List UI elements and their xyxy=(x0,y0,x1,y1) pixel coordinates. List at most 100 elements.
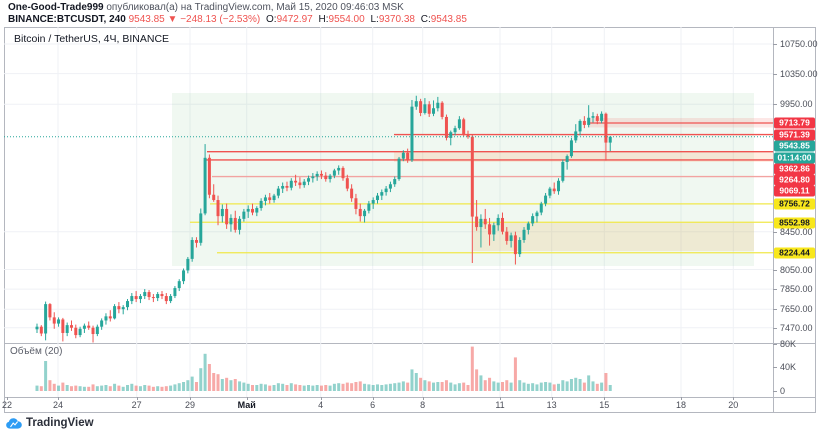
volume-bar xyxy=(539,382,543,391)
candle-up xyxy=(423,104,427,113)
time-axis-divider xyxy=(4,397,816,398)
candle-up xyxy=(509,235,513,241)
candle-up xyxy=(35,326,39,330)
volume-bar xyxy=(509,382,513,391)
candle-up xyxy=(432,108,436,114)
volume-bar xyxy=(384,384,388,391)
candle-down xyxy=(39,326,43,334)
candle-up xyxy=(492,225,496,235)
volume-bar xyxy=(220,379,224,391)
volume-bar xyxy=(315,385,319,391)
time-axis-tick xyxy=(681,397,682,400)
author-name[interactable]: One-Good-Trade999 xyxy=(8,2,104,13)
volume-bar xyxy=(156,386,160,391)
volume-bar xyxy=(332,383,336,391)
time-axis-label: 24 xyxy=(52,400,64,410)
symbol-interval[interactable]: BINANCE:BTCUSDT, 240 xyxy=(8,14,126,25)
price-chart-canvas[interactable] xyxy=(4,27,773,397)
volume-bar xyxy=(328,385,332,391)
candle-down xyxy=(294,180,298,183)
candle-down xyxy=(354,198,358,209)
logo-text: TradingView xyxy=(26,417,94,429)
volume-bar xyxy=(298,385,302,391)
volume-bar xyxy=(207,364,211,391)
price-axis-tick xyxy=(773,44,777,45)
time-axis-label: 13 xyxy=(546,400,557,410)
candle-up xyxy=(591,116,595,118)
candle-down xyxy=(164,296,168,302)
volume-bar xyxy=(380,385,384,391)
price-axis-label: 8050.00 xyxy=(780,264,813,275)
volume-bar xyxy=(255,385,259,391)
candle-up xyxy=(449,132,453,138)
candle-up xyxy=(57,319,61,324)
candle-up xyxy=(276,188,280,196)
volume-bar xyxy=(488,377,492,391)
candle-up xyxy=(436,102,440,109)
candle-up xyxy=(548,188,552,196)
candle-up xyxy=(587,117,591,125)
price-axis-label: 10350.00 xyxy=(780,68,818,79)
publish-info: опубликовал(а) на TradingView.com, Май 1… xyxy=(103,2,404,13)
time-axis-tick xyxy=(136,397,138,400)
candle-down xyxy=(117,306,121,310)
volume-bar xyxy=(203,353,207,391)
candle-up xyxy=(263,197,267,201)
candle-down xyxy=(604,113,608,143)
volume-bar xyxy=(526,383,530,391)
price-axis-tick xyxy=(773,73,777,75)
volume-bar xyxy=(113,383,117,391)
candle-up xyxy=(496,217,500,226)
candle-up xyxy=(380,192,384,196)
candle-up xyxy=(95,326,99,335)
pane-divider[interactable] xyxy=(4,343,816,344)
volume-bar xyxy=(604,373,608,391)
volume-bar xyxy=(225,377,229,391)
price-axis-label: 7850.00 xyxy=(780,284,813,295)
candle-down xyxy=(298,182,302,186)
candle-up xyxy=(332,170,336,176)
volume-bar xyxy=(307,385,311,391)
price-axis-tick xyxy=(773,343,777,345)
candle-down xyxy=(500,217,504,232)
candle-up xyxy=(65,325,69,333)
volume-bar xyxy=(238,381,242,391)
candle-up xyxy=(289,180,293,188)
volume-bar xyxy=(69,386,73,391)
volume-bar xyxy=(578,379,582,391)
low-label: L: xyxy=(370,14,379,25)
candle-up xyxy=(220,208,224,217)
volume-bar xyxy=(500,382,504,391)
candle-up xyxy=(574,131,578,141)
volume-bar xyxy=(462,382,466,391)
high-label: H: xyxy=(318,14,329,25)
candle-up xyxy=(557,180,561,192)
chart-legend[interactable]: Bitcoin / TetherUS, 4Ч, BINANCE xyxy=(14,33,170,45)
price-badge-teal: 01:14:00 xyxy=(774,152,815,163)
volume-bar xyxy=(138,386,142,391)
volume-bar xyxy=(289,383,293,391)
tradingview-logo[interactable]: TradingView xyxy=(6,417,94,429)
volume-legend[interactable]: Объём (20) xyxy=(10,346,63,357)
volume-bar xyxy=(457,383,461,391)
candle-down xyxy=(285,185,289,188)
volume-bar xyxy=(401,381,405,391)
volume-bar xyxy=(78,386,82,391)
volume-bar xyxy=(505,380,509,391)
volume-bar xyxy=(574,377,578,391)
candle-up xyxy=(535,212,539,217)
volume-bar xyxy=(531,383,535,391)
price-badge-yellow: 8756.72 xyxy=(774,198,815,210)
time-axis-label: 4 xyxy=(318,400,324,410)
candle-down xyxy=(87,325,91,328)
volume-bar xyxy=(164,386,168,391)
volume-bar xyxy=(117,385,121,391)
candle-down xyxy=(225,208,229,225)
volume-bar xyxy=(444,380,448,391)
candle-up xyxy=(281,185,285,189)
price-axis-tick xyxy=(773,327,777,329)
volume-bar xyxy=(419,377,423,391)
price-axis-separator[interactable] xyxy=(773,27,774,412)
candle-down xyxy=(251,208,254,213)
